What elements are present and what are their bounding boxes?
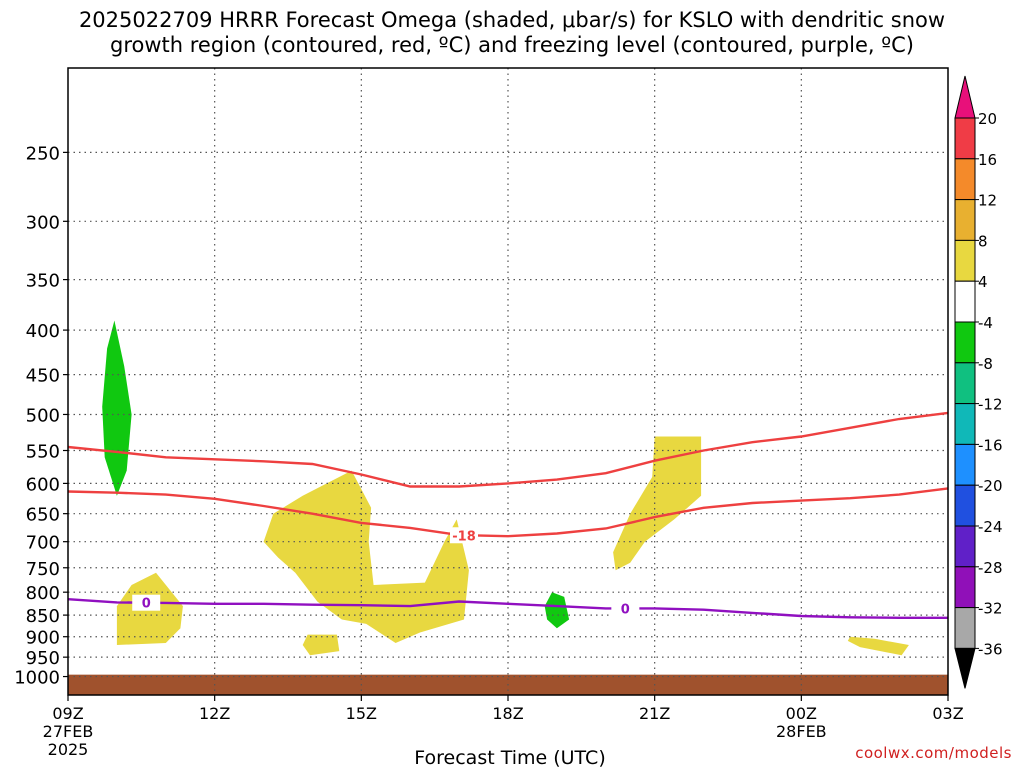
y-tick-label-950: 950 [26, 648, 60, 669]
colorbar-swatch-3 [954, 239, 976, 282]
y-tick-label-450: 450 [26, 366, 60, 387]
colorbar-swatch-10 [954, 525, 976, 568]
colorbar-swatch-2 [954, 199, 976, 241]
watermark: coolwx.com/models [855, 744, 1012, 762]
contour-line--18 [67, 487, 949, 538]
omega-region-5 [102, 320, 132, 496]
omega-region-4 [847, 636, 909, 656]
colorbar-swatch-5 [954, 321, 976, 364]
contour-label-bg-0-0 [132, 594, 161, 611]
colorbar-swatch-12 [954, 607, 976, 649]
y-tick-label-700: 700 [26, 533, 60, 554]
colorbar-label-2: 12 [978, 192, 997, 210]
y-tick-label-650: 650 [26, 505, 60, 526]
colorbar-label-11: -28 [978, 559, 1003, 577]
colorbar-label-8: -16 [978, 436, 1003, 454]
omega-region-2 [302, 634, 340, 656]
x-axis-label: Forecast Time (UTC) [414, 747, 605, 768]
x-tick-label-00Z: 00Z [786, 704, 817, 723]
colorbar-label-3: 8 [978, 232, 988, 250]
colorbar-label-4: 4 [978, 273, 988, 291]
y-tick-label-400: 400 [26, 321, 60, 342]
y-tick-label-1000: 1000 [14, 668, 60, 689]
x-tick-label-15Z: 15Z [346, 704, 377, 723]
colorbar-label-6: -8 [978, 355, 993, 373]
x-tick-year-09Z: 2025 [48, 740, 89, 759]
colorbar-swatch-1 [954, 158, 976, 201]
colorbar-top-arrow [954, 75, 976, 119]
colorbar-bottom-arrow [954, 647, 976, 689]
y-tick-label-800: 800 [26, 583, 60, 604]
x-tick-label-09Z: 09Z [52, 704, 83, 723]
contour-label-bg-0-1 [611, 600, 640, 617]
y-tick-label-250: 250 [26, 143, 60, 164]
y-tick-label-900: 900 [26, 628, 60, 649]
y-tick-label-850: 850 [26, 606, 60, 627]
colorbar-label-0: 20 [978, 110, 997, 128]
y-tick-label-750: 750 [26, 559, 60, 580]
colorbar-swatch-0 [954, 117, 976, 160]
colorbar-label-1: 16 [978, 151, 997, 169]
x-tick-label-12Z: 12Z [199, 704, 230, 723]
omega-region-6 [544, 592, 570, 629]
chart-title-line-1: 2025022709 HRRR Forecast Omega (shaded, … [78, 8, 946, 32]
colorbar-swatch-7 [954, 403, 976, 445]
colorbar-swatch-11 [954, 566, 976, 609]
y-tick-label-600: 600 [26, 474, 60, 495]
x-tick-label-21Z: 21Z [639, 704, 670, 723]
colorbar-label-9: -20 [978, 477, 1003, 495]
colorbar-label-12: -32 [978, 600, 1003, 618]
contour-line-0 [67, 598, 948, 619]
x-tick-date-00Z: 28FEB [776, 722, 827, 741]
colorbar-label-13: -36 [978, 640, 1003, 658]
y-tick-label-550: 550 [26, 442, 60, 463]
colorbar-swatch-6 [954, 362, 976, 405]
contour-label-0: 0 [142, 597, 151, 612]
chart-title-line-2: growth region (contoured, red, ºC) and f… [110, 33, 914, 57]
contour-label--18: -18 [452, 529, 476, 544]
colorbar-swatch-9 [954, 484, 976, 527]
contour-label-bg--18-0 [450, 527, 478, 544]
omega-region-3 [613, 436, 702, 571]
colorbar-label-10: -24 [978, 518, 1003, 536]
y-tick-label-500: 500 [26, 405, 60, 426]
x-tick-date-09Z: 27FEB [43, 722, 94, 741]
x-tick-label-03Z: 03Z [932, 704, 963, 723]
colorbar-label-5: -4 [978, 314, 993, 332]
y-tick-label-300: 300 [26, 212, 60, 233]
omega-region-1 [263, 470, 469, 643]
colorbar-label-7: -12 [978, 396, 1003, 414]
contour-line--12 [67, 411, 949, 488]
x-tick-label-18Z: 18Z [492, 704, 523, 723]
colorbar-swatch-8 [954, 443, 976, 486]
y-tick-label-350: 350 [26, 271, 60, 292]
colorbar-swatch-4 [954, 280, 976, 323]
contour-label-0: 0 [621, 602, 630, 617]
